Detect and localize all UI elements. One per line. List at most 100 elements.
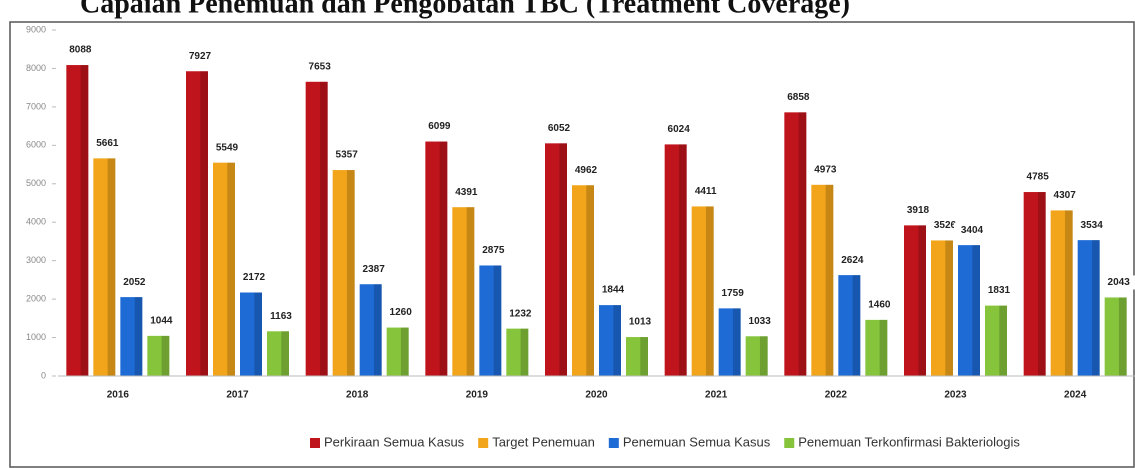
label-box: [236, 270, 272, 285]
label-box: [475, 243, 512, 258]
data-label: 1013: [629, 317, 652, 328]
bar-shade: [373, 284, 382, 376]
bar-shade: [466, 207, 475, 376]
data-label: 2172: [243, 272, 266, 283]
legend-swatch: [784, 438, 795, 448]
label-box: [116, 275, 153, 290]
bar-shade: [852, 275, 861, 376]
bar: [545, 143, 567, 376]
label-box: [1019, 170, 1056, 185]
bar-shade: [999, 305, 1007, 376]
bar-shade: [918, 225, 926, 376]
data-label: 1163: [270, 311, 292, 322]
data-label: 1232: [509, 308, 532, 319]
label-box: [981, 283, 1017, 298]
x-tick-label: 2022: [825, 390, 848, 401]
label-box: [89, 136, 126, 151]
label-box: [568, 163, 604, 178]
bar-shade: [107, 158, 116, 376]
data-label: 4785: [1027, 172, 1050, 183]
label-box: [807, 162, 844, 177]
bar: [1077, 240, 1100, 376]
data-label: 4307: [1054, 190, 1077, 201]
data-label: 1831: [988, 285, 1011, 296]
bar: [93, 158, 116, 376]
x-tick-label: 2016: [107, 390, 130, 401]
bar: [1104, 297, 1127, 376]
bar-shade: [80, 65, 89, 376]
bar-shade: [346, 170, 355, 376]
bar: [718, 308, 741, 376]
bar-shade: [705, 206, 714, 376]
bar: [865, 319, 888, 376]
bar: [213, 162, 235, 376]
data-label: 4973: [814, 164, 837, 175]
bar: [1023, 192, 1046, 376]
bar: [811, 184, 834, 376]
label-box: [182, 49, 218, 64]
label-box: [502, 306, 539, 321]
bar: [267, 331, 289, 376]
x-tick-label: 2020: [585, 390, 608, 401]
bar-shade: [945, 240, 953, 376]
bar: [931, 240, 953, 376]
data-label: 6858: [787, 92, 810, 103]
label-box: [741, 314, 778, 329]
label-box: [301, 59, 338, 74]
x-tick-label: 2017: [226, 390, 249, 401]
bar-shade: [1037, 192, 1046, 376]
bar-shade: [1118, 297, 1127, 376]
bar-shade: [161, 335, 170, 376]
bar: [691, 206, 714, 376]
bar-shade: [439, 141, 448, 376]
y-tick-label: 5000: [26, 178, 46, 188]
label-box: [355, 262, 392, 277]
data-label: 4411: [695, 186, 717, 197]
bar-shade: [972, 245, 980, 376]
y-tick-label: 3000: [26, 255, 46, 265]
bar-shade: [640, 337, 648, 376]
bar-shade: [200, 71, 208, 376]
bar: [745, 336, 768, 376]
bar: [838, 275, 861, 376]
bar-shade: [281, 331, 289, 376]
y-tick-label: 9000: [26, 24, 46, 34]
label-box: [714, 286, 751, 301]
x-tick-label: 2023: [944, 390, 967, 401]
data-label: 4962: [575, 165, 598, 176]
bar-shade: [254, 292, 262, 376]
legend-label: Perkiraan Semua Kasus: [324, 434, 465, 449]
bar-shade: [319, 81, 328, 376]
bar: [359, 284, 382, 376]
bar-shade: [825, 184, 834, 376]
data-label: 2875: [482, 245, 505, 256]
data-label: 1033: [749, 316, 772, 327]
data-label: 1460: [868, 300, 891, 311]
label-box: [263, 309, 299, 324]
bar-shade: [759, 336, 768, 376]
bar-shade: [1091, 240, 1100, 376]
label-box: [687, 184, 724, 199]
bar: [664, 144, 687, 376]
data-label: 3404: [961, 225, 984, 236]
bar: [784, 112, 807, 377]
data-label: 7927: [189, 51, 212, 62]
label-box: [660, 122, 697, 137]
y-tick-label: 8000: [26, 63, 46, 73]
y-tick-label: 7000: [26, 101, 46, 111]
label-box: [328, 148, 365, 163]
bar-shade: [227, 162, 235, 376]
bar-shade: [1064, 210, 1073, 376]
bar-shade: [520, 328, 529, 376]
data-label: 1759: [722, 288, 745, 299]
data-label: 3534: [1081, 220, 1104, 231]
bar: [1050, 210, 1073, 376]
legend-label: Penemuan Terkonfirmasi Bakteriologis: [798, 434, 1020, 449]
label-box: [834, 253, 871, 268]
bar: [506, 328, 529, 376]
label-box: [382, 305, 419, 320]
bar: [332, 170, 355, 376]
label-box: [622, 315, 658, 330]
x-tick-label: 2019: [466, 390, 489, 401]
